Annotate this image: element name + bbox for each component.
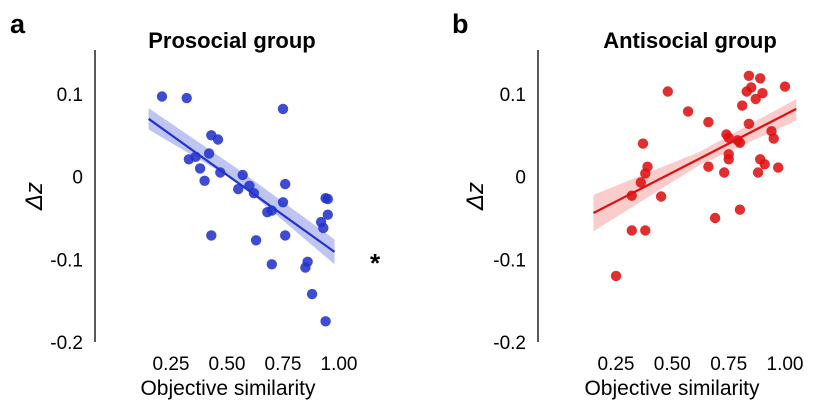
panel-a-x-tick-label: 1.00 [321,354,358,375]
panel-b-data-point [655,191,667,202]
panel-b-data-point [779,81,791,92]
panel-b-y-tick-label: 0 [515,168,526,189]
panel-a-y-tick-label: -0.1 [50,250,83,271]
panel-b-x-axis-label: Objective similarity [584,377,760,400]
panel-b-data-point [750,93,761,105]
panel-b-data-point [734,137,746,148]
panel-b-data-point [768,133,779,144]
panel-b-y-ticks: 0.1 0 -0.1 -0.2 [493,85,526,354]
panel-a-x-ticks: 0.25 0.50 0.75 1.00 [153,354,358,375]
panel-b-data-point [746,82,757,93]
panel-b-confidence-band [593,99,797,232]
panel-a-data-point [280,178,291,190]
panel-a-y-tick-label: 0.1 [57,85,83,106]
panel-b-data-point [635,177,646,188]
panel-a-confidence-band [148,108,335,265]
panel-b-data-point [703,161,714,172]
panel-b-data-point [719,167,730,178]
panel-b-data-point [773,162,784,173]
panel-a-x-tick-label: 0.25 [153,354,190,375]
panel-a-plot-area [147,91,336,327]
panel-b-data-point [752,167,764,178]
panel-b-y-tick-label: -0.2 [493,333,526,354]
panel-a-data-point [248,188,260,199]
panel-a-significance-marker: * [370,248,381,278]
panel-b-data-point [755,73,766,84]
panel-b-antisocial: b Antisocial group 0.1 0 -0.1 -0.2 0.25 0.50… [452,9,803,400]
panel-b-x-tick-label: 0.50 [654,354,691,375]
panel-a-x-tick-label: 0.75 [265,354,302,375]
panel-b-data-point [759,159,770,170]
panel-a-x-tick-label: 0.50 [209,354,246,375]
panel-b-data-point [610,270,622,282]
panel-a-data-point [212,134,224,145]
panel-b-data-point [640,225,651,236]
panel-a-data-point [280,230,291,241]
panel-letter-a: a [10,9,26,39]
panel-a-y-tick-label: -0.2 [50,333,83,354]
panel-b-data-point [723,132,734,143]
panel-letter-b: b [452,9,469,39]
panel-a-data-point [277,103,289,115]
panel-b-x-tick-label: 1.00 [767,354,804,375]
panel-a-data-point [233,183,244,195]
panel-b-data-point [703,116,714,128]
panel-a-data-point [156,91,168,102]
panel-b-data-point [743,118,755,129]
panel-b-data-point [682,106,694,117]
panel-a-x-axis-label: Objective similarity [140,377,316,400]
panel-b-data-point [757,88,768,99]
panel-a-data-point [318,222,329,234]
panel-b-data-point [723,154,734,165]
panel-b-data-point [626,190,637,201]
panel-b-data-point [642,161,653,172]
panel-a-y-ticks: 0.1 0 -0.1 -0.2 [50,85,83,354]
panel-b-x-tick-label: 0.25 [598,354,635,375]
panel-b-data-point [662,86,673,97]
panel-a-data-point [262,207,273,218]
panel-a-data-point [181,92,192,104]
panel-a-y-tick-label: 0 [72,168,83,189]
panel-a-prosocial: a Prosocial group 0.10-0.1-0.2 0.25 0.50 0… [10,9,381,400]
panel-b-plot-area [592,70,797,282]
panel-a-data-point [190,151,201,162]
panel-a-data-point [306,288,318,300]
panel-b-data-point [743,70,755,82]
panel-a-data-point [266,259,277,270]
panel-b-title: Antisocial group [603,28,777,53]
panel-b-x-ticks: 0.25 0.50 0.75 1.00 [598,354,804,375]
panel-b-data-point [734,204,746,215]
panel-a-data-point [199,175,210,186]
panel-a-data-point [322,193,333,205]
panel-b-y-tick-label: -0.1 [493,250,526,271]
panel-a-title: Prosocial group [148,28,315,53]
panel-a-data-point [237,169,248,181]
panel-a-data-point [206,230,217,241]
panel-a-data-point [277,197,289,208]
panel-a-data-point [203,148,215,159]
panel-b-x-tick-label: 0.75 [710,354,747,375]
panel-a-y-axis-label: Δz [21,182,48,211]
panel-b-data-point [626,225,637,236]
panel-a-data-point [320,316,331,327]
panel-a-data-point [250,235,262,246]
panel-a-data-point [215,167,226,178]
panel-b-y-tick-label: 0.1 [500,85,526,106]
panel-a-data-point [300,262,311,273]
panel-a-data-point [322,209,333,220]
panel-b-y-axis-label: Δz [462,182,489,211]
panel-b-data-point [637,138,649,149]
panel-b-data-point [737,100,748,111]
panel-a-data-point [194,163,206,174]
panel-b-data-point [709,212,721,224]
